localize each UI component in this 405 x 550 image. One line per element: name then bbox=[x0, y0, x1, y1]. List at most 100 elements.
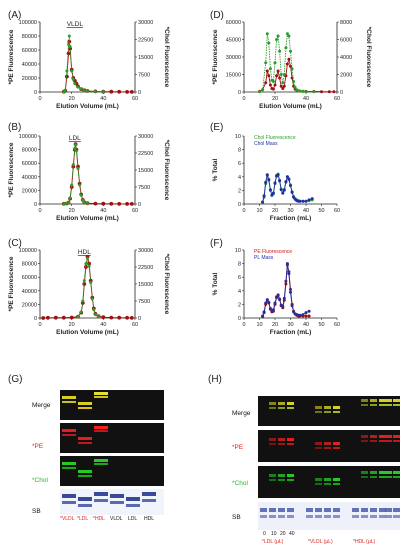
chart-f-series-1-point bbox=[267, 300, 271, 304]
chart-c-series-1-point bbox=[89, 281, 93, 285]
gel-h-band-chol bbox=[324, 478, 331, 481]
chart-e-xtick-label: 20 bbox=[272, 208, 278, 214]
chart-d-ytick-label: 0 bbox=[238, 90, 241, 96]
gel-h-row-chol: *Chol bbox=[232, 480, 248, 487]
chart-f-xtick-label: 30 bbox=[287, 322, 293, 328]
gel-h-band-chol bbox=[315, 483, 322, 485]
chart-e-series-1-point bbox=[301, 199, 305, 203]
gel-h-band-pe bbox=[333, 442, 340, 445]
gel-h-band-chol bbox=[278, 474, 285, 477]
gel-h-row-pe: *PE bbox=[232, 444, 244, 451]
gel-h-band-chol bbox=[370, 476, 377, 478]
chart-c-series-0-point bbox=[69, 315, 74, 320]
chart-c-series-1-point bbox=[76, 315, 80, 319]
chart-a-y2tick-label: 0 bbox=[138, 90, 141, 96]
chart-a-ytick-label: 0 bbox=[34, 90, 37, 96]
panel-label-f: (F) bbox=[210, 238, 223, 249]
chart-b-series-1-point bbox=[79, 193, 83, 197]
chart-d-series-0-point bbox=[282, 84, 286, 88]
chart-e-ylabel: % Total bbox=[212, 158, 219, 181]
chart-d-series-1-point bbox=[271, 80, 275, 83]
chart-f-legend-1: PL Mass bbox=[254, 255, 274, 261]
gel-h-band-sb bbox=[361, 508, 368, 512]
chart-a-series-1-point bbox=[101, 90, 105, 94]
gel-h-band-pe bbox=[278, 438, 285, 441]
chart-e-ytick-label: 8 bbox=[238, 148, 241, 154]
gel-h-band-pe bbox=[333, 447, 340, 449]
chart-d-series-1-point bbox=[279, 73, 283, 76]
chart-f-series-1-point bbox=[261, 314, 265, 318]
chart-d-xtick-label: 40 bbox=[303, 96, 309, 102]
gel-h-band-chol bbox=[370, 471, 377, 474]
gel-g-lane-5: LDL bbox=[128, 516, 138, 522]
chart-f-ytick-label: 0 bbox=[238, 316, 241, 322]
gel-h-num-0: 0 bbox=[263, 531, 266, 537]
chart-e-xtick-label: 30 bbox=[287, 208, 293, 214]
chart-b-series-1-point bbox=[62, 202, 66, 206]
chart-d-series-0-point bbox=[265, 69, 269, 73]
chart-f-series-1-point bbox=[284, 279, 288, 283]
gel-h-band-sb bbox=[287, 515, 294, 518]
gel-h-num-20: 20 bbox=[280, 531, 286, 537]
chart-e-series-1-point bbox=[304, 199, 308, 203]
gel-g-row-chol: *Chol bbox=[32, 477, 48, 484]
chart-c-series-1-point bbox=[93, 313, 97, 317]
chart-b-series-1-point bbox=[71, 163, 75, 167]
gel-h-band-chol bbox=[287, 479, 294, 481]
chart-e-series-1-point bbox=[268, 188, 272, 192]
chart-b-xtick-label: 60 bbox=[132, 208, 138, 214]
chart-c-series-0-point bbox=[129, 316, 134, 320]
chart-b-series-1-point bbox=[81, 198, 85, 202]
chart-e-series-1-point bbox=[279, 188, 283, 192]
chart-c-y2tick-label: 15000 bbox=[138, 282, 153, 288]
chart-e-xtick-label: 60 bbox=[334, 208, 340, 214]
chart-c-series-1-point bbox=[82, 279, 86, 283]
chart-c-series-1-point bbox=[92, 308, 96, 312]
chart-d-series-1-point bbox=[273, 61, 277, 65]
chart-d-series-0-point bbox=[264, 81, 268, 85]
chart-b-ytick-label: 80000 bbox=[22, 148, 37, 154]
gel-h-image bbox=[258, 396, 400, 530]
gel-h-band-sb bbox=[315, 515, 322, 518]
chart-b-series-0-line bbox=[63, 144, 132, 205]
gel-h-band-sb bbox=[306, 515, 313, 518]
panel-label-d: (D) bbox=[210, 10, 224, 21]
chart-a-series-1-point bbox=[82, 89, 86, 93]
gel-h-band-chol bbox=[287, 474, 294, 477]
chart-d-ytick-label: 15000 bbox=[226, 73, 241, 79]
gel-g-lane-4: VLDL bbox=[110, 516, 123, 522]
chart-e-series-1-point bbox=[273, 181, 277, 185]
chart-a-series-1-point bbox=[68, 45, 72, 48]
chart-d-series-0-point bbox=[268, 83, 272, 87]
chart-c-series-0-point bbox=[87, 261, 91, 266]
gel-h-band-sb bbox=[269, 508, 276, 512]
chart-d-series-0-point bbox=[287, 57, 291, 61]
chart-d-xtick-label: 0 bbox=[242, 96, 245, 102]
chart-c-series-1-point bbox=[86, 256, 89, 260]
chart-d-series-0-point bbox=[320, 90, 323, 94]
chart-e-series-1-point bbox=[281, 191, 285, 195]
chart-d-series-1-point bbox=[293, 85, 297, 89]
chart-c-series-1-point bbox=[97, 315, 101, 319]
chart-f-ytick-label: 8 bbox=[238, 262, 241, 268]
gel-h-band-pe bbox=[379, 435, 386, 438]
gel-h-group-ldl: *LDL (μL) bbox=[262, 539, 284, 545]
chart-e-series-1-point bbox=[271, 191, 275, 195]
chart-c-series-0-point bbox=[101, 315, 106, 320]
gel-h-band-chol bbox=[333, 478, 340, 481]
chart-d-series-0-point bbox=[273, 83, 277, 87]
chart-a-series-0-point bbox=[117, 89, 122, 94]
chart-e-series-1-point bbox=[265, 173, 269, 177]
chart-e-xtick-label: 50 bbox=[318, 208, 324, 214]
chromatography-charts: 0200004000060000800001000000750015000225… bbox=[8, 20, 372, 336]
chart-f-ytick-label: 4 bbox=[238, 289, 241, 295]
gel-h-band-merge bbox=[370, 404, 377, 406]
chart-e-series-1-point bbox=[289, 184, 292, 188]
chart-a-ytick-label: 40000 bbox=[22, 62, 37, 68]
gel-g-image bbox=[60, 390, 164, 515]
chart-c-series-0-point bbox=[53, 315, 58, 320]
chart-f-series-1-point bbox=[301, 313, 305, 317]
chart-f-series-0-point bbox=[307, 314, 311, 318]
chart-e-series-1-point bbox=[284, 180, 288, 184]
gel-h-band-merge bbox=[333, 411, 340, 413]
